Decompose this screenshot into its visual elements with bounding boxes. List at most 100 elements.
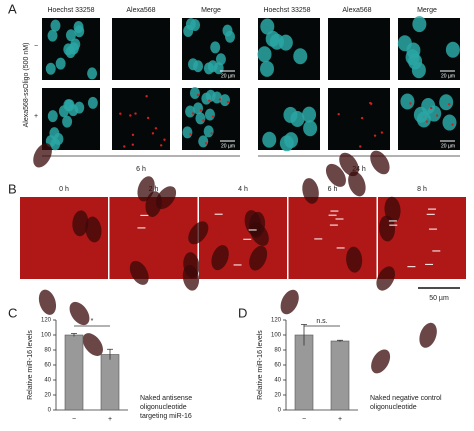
cell — [72, 210, 89, 237]
nucleus — [260, 60, 275, 77]
nucleus — [55, 57, 66, 70]
nucleus — [279, 135, 294, 152]
cell — [211, 245, 229, 271]
error-bar — [337, 339, 343, 342]
signal — [146, 116, 150, 120]
nucleus — [68, 42, 79, 55]
signal — [205, 142, 208, 145]
nucleus — [210, 41, 221, 54]
nucleus — [265, 30, 280, 47]
annotation: Naked antisense — [140, 395, 192, 402]
scale-label: 20 µm — [441, 73, 455, 79]
signal — [199, 109, 203, 112]
scale-label: 20 µm — [221, 143, 235, 149]
nucleus — [53, 132, 64, 145]
nucleus — [204, 108, 215, 121]
micrograph — [288, 197, 377, 279]
time-label: 4 h — [238, 186, 248, 193]
x-tick-label: − — [72, 416, 76, 423]
column-header: Merge — [417, 7, 437, 14]
nucleus — [257, 46, 272, 63]
x-tick-label: − — [302, 416, 306, 423]
micrograph — [199, 197, 287, 279]
nucleus — [260, 18, 275, 35]
nucleus — [193, 60, 204, 73]
panel-label: C — [8, 305, 17, 320]
signal — [163, 138, 166, 141]
cell — [280, 289, 299, 315]
bar — [64, 334, 84, 411]
y-tick-label: 80 — [274, 348, 281, 354]
y-axis-label: Relative miR-16 levels — [257, 330, 264, 400]
cell — [249, 245, 268, 271]
signal — [435, 114, 439, 117]
nucleus — [47, 110, 58, 123]
nucleus — [87, 96, 98, 109]
error-bar — [301, 324, 307, 346]
cell — [302, 178, 319, 204]
time-label: 0 h — [59, 186, 69, 193]
row-title: Alexa568-ssOligo (500 nM) — [23, 43, 30, 128]
signal — [123, 145, 126, 148]
column-header: Hoechst 33258 — [47, 7, 94, 14]
cell — [339, 152, 359, 177]
nucleus — [416, 111, 431, 128]
signal — [154, 127, 158, 130]
signal — [380, 131, 384, 134]
y-tick-label: 0 — [278, 408, 282, 414]
cell — [155, 186, 177, 210]
signal — [202, 119, 205, 122]
signal — [218, 98, 222, 101]
cell — [188, 221, 209, 245]
nucleus — [201, 92, 212, 105]
micrograph — [328, 18, 390, 80]
micrograph — [328, 88, 390, 150]
column-header: Merge — [201, 7, 221, 14]
nucleus — [62, 115, 73, 128]
cell — [129, 260, 149, 285]
signal — [131, 143, 135, 146]
time-label: 6 h — [328, 186, 338, 193]
annotation: oligonucleotide — [140, 404, 187, 411]
cell — [249, 222, 269, 246]
annotation: oligonucleotide — [370, 404, 417, 411]
error-bar — [107, 348, 113, 360]
nucleus — [198, 135, 209, 148]
nucleus — [303, 120, 318, 137]
nucleus — [64, 99, 75, 112]
signal — [226, 100, 230, 104]
signal — [409, 102, 412, 105]
nucleus — [193, 102, 204, 115]
signal — [369, 102, 373, 105]
nucleus — [411, 62, 426, 79]
nucleus — [442, 114, 457, 131]
signal — [211, 115, 215, 118]
bar — [294, 334, 314, 411]
signal — [360, 116, 364, 120]
significance: * — [91, 318, 94, 325]
error-bar — [71, 333, 77, 337]
time-label: 6 h — [136, 166, 146, 173]
nucleus — [222, 24, 233, 37]
cell — [348, 171, 366, 197]
scale-label: 20 µm — [221, 73, 235, 79]
nucleus — [445, 41, 460, 58]
signal — [430, 106, 433, 110]
signal — [119, 112, 122, 115]
time-label: 24 h — [352, 166, 366, 173]
micrograph — [112, 18, 170, 80]
nucleus — [50, 19, 61, 32]
cell — [85, 216, 102, 243]
nucleus — [400, 93, 415, 110]
signal — [447, 103, 451, 106]
nucleus — [87, 67, 98, 80]
x-tick-label: + — [108, 416, 112, 423]
nucleus — [211, 91, 222, 104]
cell — [33, 143, 52, 168]
nucleus — [47, 29, 58, 42]
nucleus — [302, 106, 317, 123]
cell — [346, 246, 363, 273]
y-tick-label: 60 — [44, 363, 51, 369]
y-tick-label: 40 — [44, 378, 51, 384]
column-header: Alexa568 — [342, 7, 371, 14]
